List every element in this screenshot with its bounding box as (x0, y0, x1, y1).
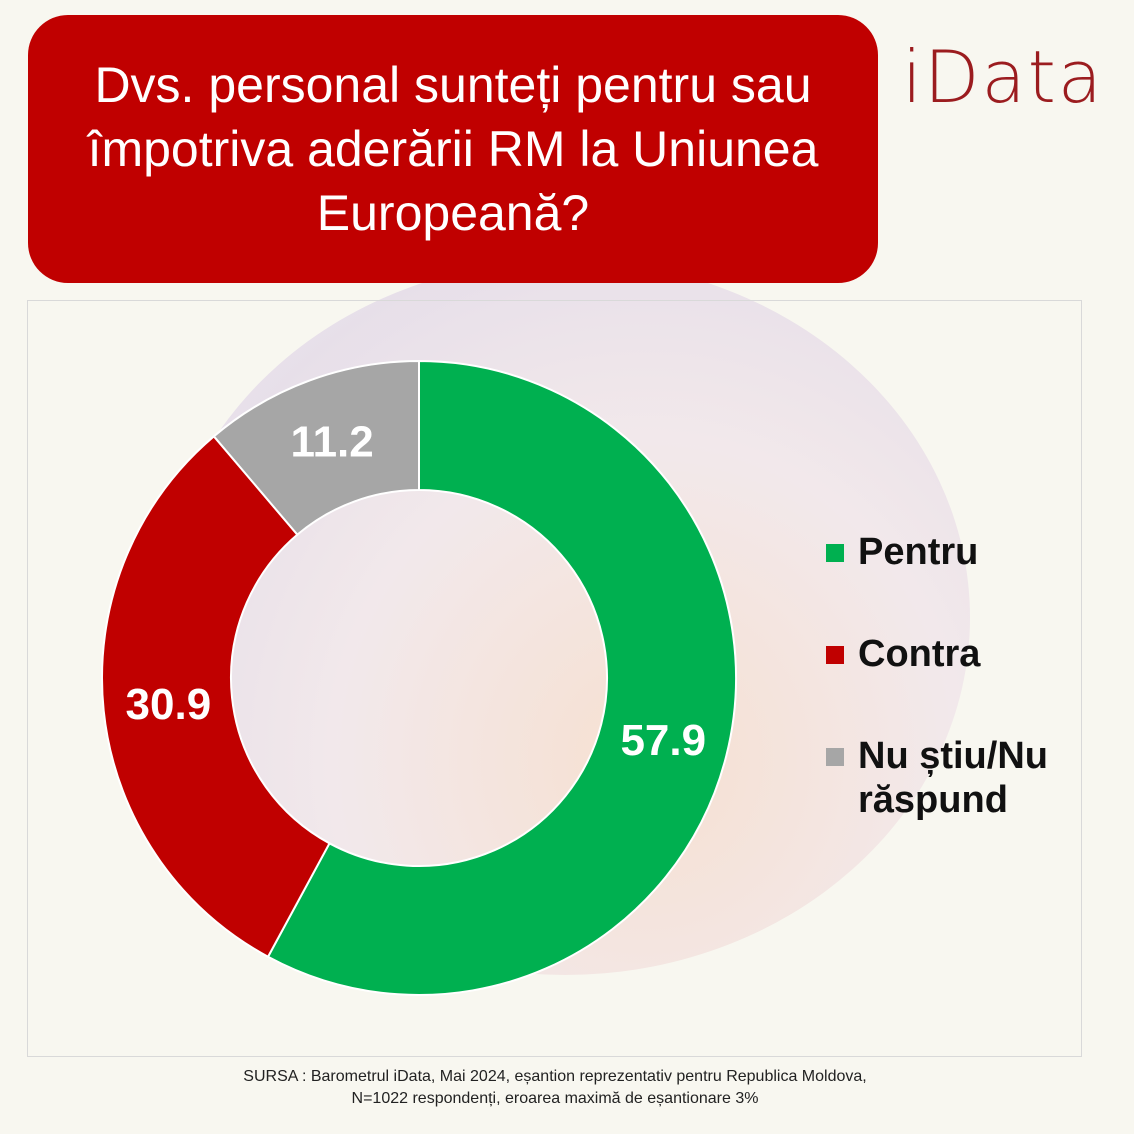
data-label: 11.2 (291, 417, 374, 466)
plot-area (27, 300, 1082, 1057)
donut-slice-3 (212, 359, 420, 537)
chart-title: Dvs. personal sunteți pentru sau împotri… (28, 15, 878, 283)
legend-item-nu-stiu: Nu știu/Nu răspund (826, 734, 1088, 822)
source-line-1: SURSA : Barometrul iData, Mai 2024, eșan… (243, 1068, 867, 1085)
source-note: SURSA : Barometrul iData, Mai 2024, eșan… (0, 1066, 1110, 1110)
legend-label: Contra (858, 633, 981, 675)
legend-label: Nu știu/Nu răspund (858, 735, 1048, 821)
idata-logo: iData (902, 35, 1104, 119)
donut-slice-1 (266, 359, 737, 996)
source-line-2: N=1022 respondenți, eroarea maximă de eș… (351, 1090, 759, 1107)
donut-slice-2 (101, 434, 331, 959)
legend-swatch (826, 544, 844, 562)
legend-swatch (826, 748, 844, 766)
data-label: 57.9 (620, 716, 706, 765)
legend-item-contra: Contra (826, 632, 1088, 676)
data-label: 30.9 (126, 680, 212, 729)
legend-label: Pentru (858, 531, 979, 573)
legend-item-pentru: Pentru (826, 530, 1088, 574)
legend: Pentru Contra Nu știu/Nu răspund (826, 530, 1088, 880)
legend-swatch (826, 646, 844, 664)
